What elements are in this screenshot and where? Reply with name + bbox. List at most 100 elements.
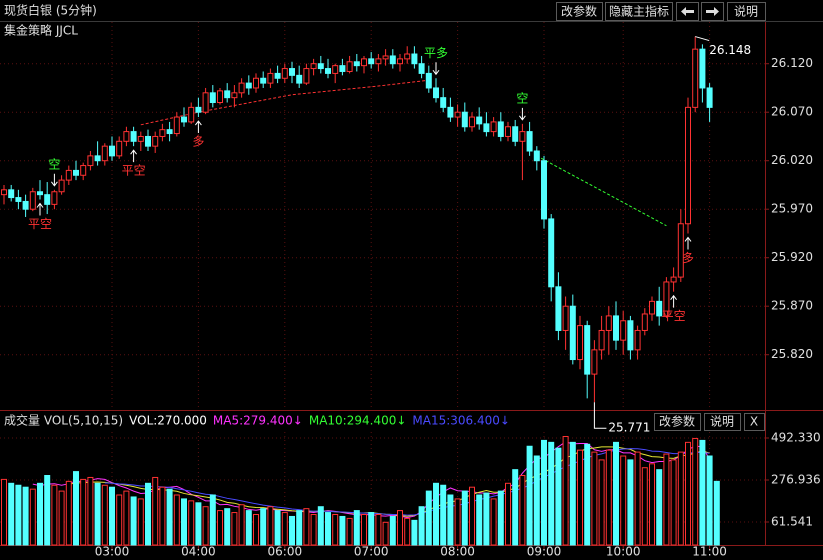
candle-body — [541, 160, 547, 220]
candle-body — [562, 305, 569, 331]
candle-body — [476, 116, 483, 125]
candle-body — [166, 129, 173, 135]
extreme-label: 26.148 — [709, 43, 751, 57]
candle-body — [656, 300, 663, 317]
candle-body — [447, 106, 454, 118]
volume-bar — [94, 482, 101, 546]
candle-body — [605, 315, 612, 331]
volume-bar — [260, 508, 267, 546]
candle-body — [231, 92, 238, 99]
candle-body — [497, 121, 504, 137]
indicator-title: 集金策略 JJCL — [4, 23, 78, 38]
button[interactable] — [654, 413, 701, 431]
button-label[interactable]: 改参数 — [659, 414, 695, 429]
candle-body — [274, 72, 281, 79]
volume-bar — [303, 508, 310, 546]
button[interactable] — [556, 2, 603, 21]
button-label[interactable]: 说明 — [734, 4, 758, 19]
signal-label: 平多 — [424, 46, 448, 60]
candle-body — [217, 90, 223, 104]
volume-bar — [361, 514, 367, 546]
volume-bar — [584, 443, 591, 546]
extreme-pointer — [593, 402, 607, 429]
button[interactable] — [704, 413, 741, 431]
candle-body — [80, 165, 87, 176]
candle-body — [505, 126, 511, 137]
volume-bar — [706, 455, 713, 546]
candle-body — [677, 223, 684, 278]
signal-label: 多 — [192, 135, 204, 149]
candle-body — [418, 63, 425, 74]
volume-bar — [274, 510, 281, 546]
candle-body — [325, 68, 331, 74]
volume-bar — [224, 508, 231, 546]
signal-arrow — [195, 120, 202, 134]
volume-bar — [663, 453, 670, 546]
candle-body — [361, 58, 367, 67]
candle-body — [454, 111, 461, 118]
volume-bar — [231, 512, 238, 546]
volume-bar — [238, 504, 245, 546]
signal-label: 平空 — [662, 309, 686, 323]
volume-bar — [317, 506, 324, 546]
button[interactable] — [727, 2, 766, 21]
signal-label: 多 — [682, 251, 694, 265]
y-tick-label: 276.936 — [771, 473, 821, 487]
candle-body — [353, 61, 360, 67]
close-button[interactable] — [744, 413, 765, 431]
readout: MA10:294.400↓ — [309, 414, 407, 428]
candle-body — [685, 106, 691, 225]
signal-arrow — [684, 236, 692, 250]
candle-body — [87, 155, 94, 167]
y-tick-label: 25.870 — [771, 299, 813, 313]
signal-arrow — [432, 62, 440, 76]
candle-body — [483, 123, 490, 133]
candle-body — [8, 189, 15, 199]
volume-bar — [577, 449, 583, 546]
candle-body — [123, 131, 130, 142]
volume-bar — [512, 469, 519, 546]
candle-body — [670, 276, 677, 283]
candle-body — [490, 121, 497, 133]
volume-bar — [65, 480, 72, 546]
volume-bar — [368, 512, 375, 546]
button-label[interactable]: X — [750, 415, 758, 429]
arrow-right — [706, 7, 719, 16]
volume-bar — [440, 484, 447, 546]
volume-bar — [670, 459, 677, 546]
x-tick-label: 03:00 — [95, 545, 130, 559]
volume-bar — [245, 510, 252, 546]
candle-body — [202, 92, 209, 113]
signal-arrow — [670, 294, 677, 308]
candle-body — [526, 131, 533, 152]
candle-body — [469, 116, 475, 128]
volume-bar — [461, 490, 468, 546]
candle-body — [613, 315, 619, 341]
volume-bar — [519, 475, 526, 546]
candle-body — [634, 329, 641, 351]
candle-body — [173, 116, 180, 135]
candle-body — [101, 145, 108, 162]
x-tick-label: 06:00 — [268, 545, 303, 559]
volume-bar — [685, 441, 691, 546]
readout: VOL:270.000 — [129, 414, 207, 428]
candle-body — [245, 82, 252, 89]
y-tick-label: 25.970 — [771, 202, 813, 216]
volume-bar — [80, 478, 87, 546]
button-label[interactable]: 说明 — [710, 414, 734, 429]
volume-bar — [418, 506, 425, 546]
volume-bar — [253, 514, 259, 546]
x-tick-label: 04:00 — [181, 545, 216, 559]
volume-bar — [58, 490, 65, 546]
y-tick-label: 25.820 — [771, 347, 813, 361]
button[interactable] — [605, 2, 673, 21]
volume-bar — [497, 490, 504, 546]
candle-body — [332, 65, 339, 74]
button-label[interactable]: 隐藏主指标 — [609, 4, 669, 19]
button-label[interactable]: 改参数 — [561, 4, 597, 19]
volume-bar — [447, 494, 454, 546]
candle-body — [555, 286, 562, 331]
volume-bar — [152, 476, 159, 546]
readouts: VOL:270.000 MA5:279.400↓ MA10:294.400↓ MA15… — [129, 414, 510, 428]
volume-bar — [692, 437, 699, 546]
